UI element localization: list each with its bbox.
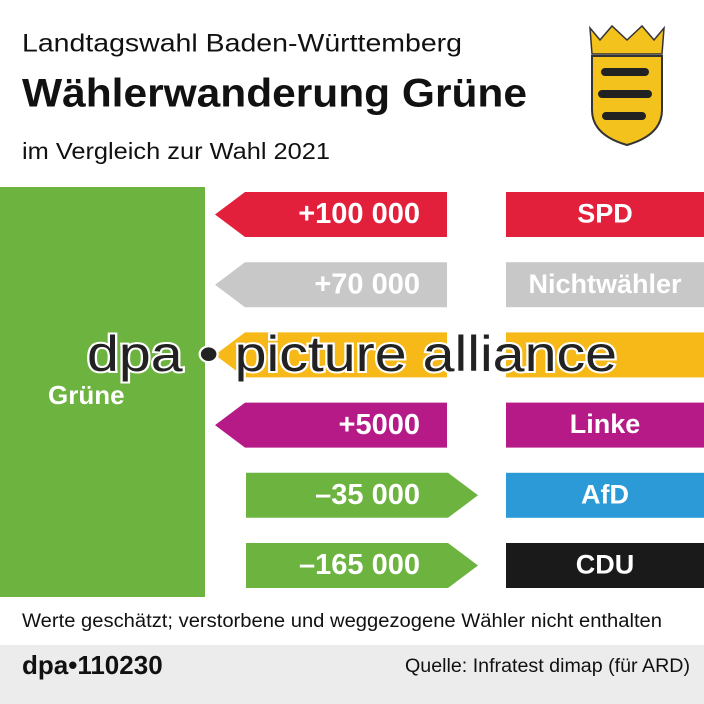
flow-arrow — [246, 472, 478, 518]
note: Werte geschätzt; verstorbene und weggezo… — [22, 611, 662, 632]
party-label: CDU — [576, 550, 635, 580]
value-label: +70 000 — [314, 268, 420, 300]
target-block — [0, 187, 205, 597]
graphic-id: dpa•110230 — [22, 650, 163, 680]
party-label: AfD — [581, 479, 629, 509]
party-box — [506, 402, 704, 448]
value-label: –165 000 — [299, 549, 420, 581]
coat-of-arms — [589, 24, 665, 147]
party-label: SPD — [577, 199, 633, 229]
flow-arrow — [215, 192, 447, 237]
value-label: +5000 — [339, 409, 420, 441]
party-label: Linke — [570, 409, 641, 439]
party-box — [506, 543, 704, 588]
party-box — [506, 332, 704, 378]
party-box — [506, 472, 704, 518]
flow-arrow — [215, 332, 447, 378]
target-label: Grüne — [48, 380, 125, 410]
source: Quelle: Infratest dimap (für ARD) — [405, 656, 690, 677]
flow-arrow — [215, 402, 447, 448]
flow-arrow — [215, 262, 447, 308]
party-box — [506, 192, 704, 237]
watermark: dpa • picture alliance — [87, 326, 617, 382]
value-label: –35 000 — [315, 479, 420, 511]
party-box — [506, 262, 704, 308]
chart-title: Wählerwanderung Grüne — [22, 72, 527, 116]
footer-bar — [0, 645, 704, 704]
subtitle: im Vergleich zur Wahl 2021 — [22, 138, 330, 164]
value-label: +100 000 — [298, 198, 420, 230]
flow-arrow — [246, 543, 478, 588]
heading: Landtagswahl Baden-Württemberg — [22, 30, 462, 58]
party-label: Nichtwähler — [528, 269, 682, 299]
